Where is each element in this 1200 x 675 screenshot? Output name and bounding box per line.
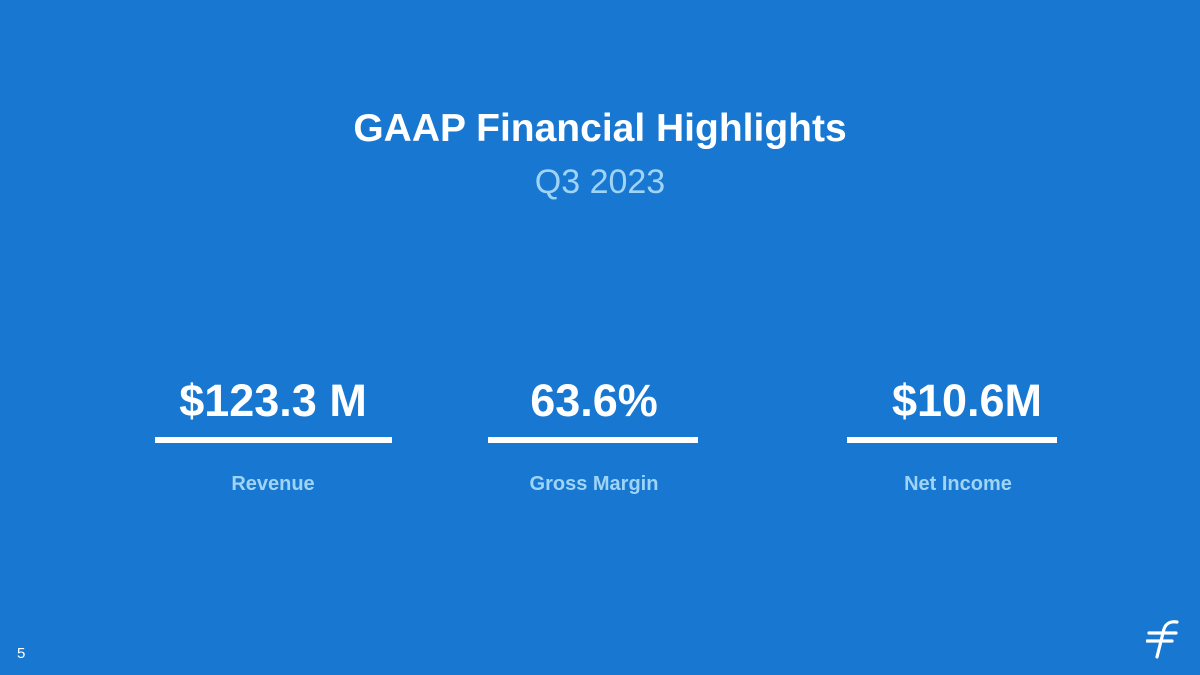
metric-revenue: $123.3 M Revenue [153, 372, 393, 495]
metric-net-income: $10.6M Net Income [838, 372, 1078, 495]
slide-subtitle: Q3 2023 [534, 163, 666, 201]
metric-underline [847, 437, 1057, 443]
metric-value-revenue: $123.3 M [179, 375, 367, 426]
metric-label-net-income: Net Income [904, 473, 1012, 495]
metric-gross-margin: 63.6% Gross Margin [474, 372, 714, 495]
metric-underline [488, 437, 698, 443]
brand-f-logo-icon [1146, 620, 1179, 659]
metric-label-gross-margin: Gross Margin [529, 473, 659, 495]
slide-title: GAAP Financial Highlights [353, 107, 847, 150]
metric-value-net-income: $10.6M [891, 375, 1043, 426]
metric-label-revenue: Revenue [231, 473, 315, 495]
page-number: 5 [17, 645, 26, 662]
metric-underline [155, 437, 392, 443]
metric-value-gross-margin: 63.6% [530, 375, 658, 426]
